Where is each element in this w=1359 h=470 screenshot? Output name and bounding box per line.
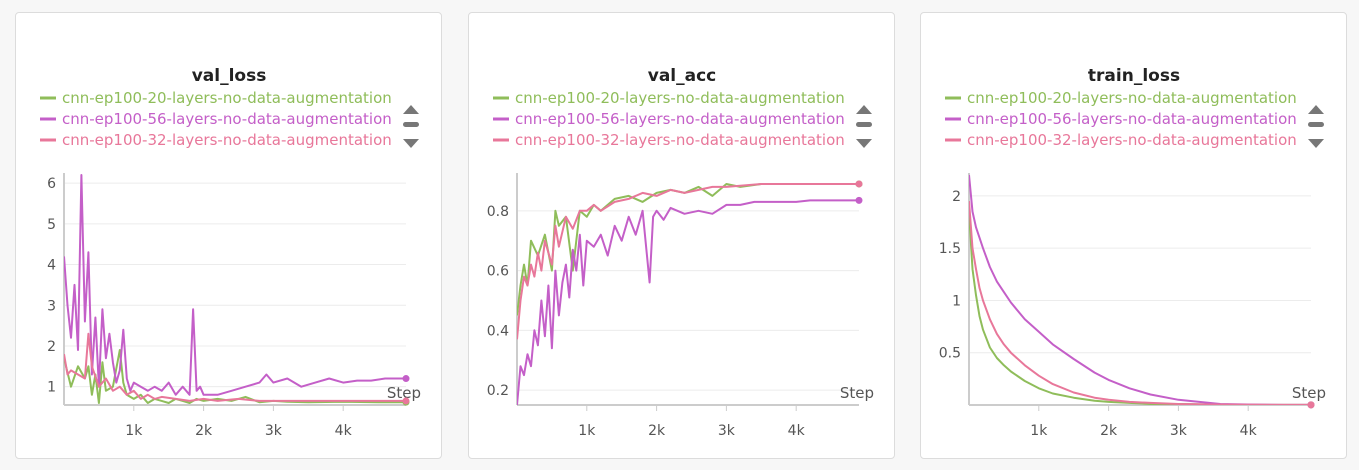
y-tick-label: 5 — [47, 217, 56, 233]
series-line[interactable] — [64, 174, 406, 396]
y-tick-label: 1.5 — [939, 241, 961, 257]
y-tick-label: 6 — [47, 176, 56, 192]
x-tick-label: 4k — [335, 423, 353, 439]
x-axis-label: Step — [1292, 384, 1326, 402]
y-tick-label: 0.4 — [487, 323, 509, 339]
y-tick-label: 2 — [952, 189, 961, 205]
legend-item-label: cnn-ep100-32-layers-no-data-augmentation — [515, 131, 845, 149]
x-tick-label: 1k — [125, 423, 143, 439]
legend-scroll-down-icon[interactable] — [856, 139, 872, 148]
series-line[interactable] — [969, 211, 1311, 405]
y-tick-label: 0.6 — [487, 264, 509, 280]
series-end-point — [402, 375, 410, 383]
series-end-point — [855, 180, 863, 188]
x-axis-label: Step — [840, 384, 874, 402]
legend-scroll-handle-icon[interactable] — [856, 122, 872, 127]
chart-svg: train_loss cnn-ep100-20-layers-no-data-au… — [939, 66, 1326, 439]
y-tick-label: 4 — [47, 258, 56, 274]
series-end-point — [402, 397, 410, 405]
x-tick-label: 4k — [788, 423, 806, 439]
legend-item-label: cnn-ep100-20-layers-no-data-augmentation — [62, 89, 392, 107]
series-end-point — [1307, 401, 1315, 409]
x-tick-label: 1k — [1030, 423, 1048, 439]
legend-item-label: cnn-ep100-32-layers-no-data-augmentation — [62, 131, 392, 149]
series-line[interactable] — [517, 199, 859, 405]
chart-title: val_loss — [192, 66, 267, 86]
legend-item-label: cnn-ep100-20-layers-no-data-augmentation — [967, 89, 1297, 107]
chart-panel-val-acc: val_acc cnn-ep100-20-layers-no-data-augme… — [468, 12, 895, 459]
chart-title: train_loss — [1088, 66, 1180, 86]
legend-scroll-handle-icon[interactable] — [1308, 122, 1324, 127]
chart-title: val_acc — [648, 66, 717, 86]
legend-scroll-down-icon[interactable] — [403, 139, 419, 148]
legend-item-label: cnn-ep100-20-layers-no-data-augmentation — [515, 89, 845, 107]
y-tick-label: 0.2 — [487, 383, 509, 399]
y-tick-label: 0.8 — [487, 204, 509, 220]
legend-item-label: cnn-ep100-56-layers-no-data-augmentation — [62, 110, 392, 128]
legend-item-label: cnn-ep100-56-layers-no-data-augmentation — [515, 110, 845, 128]
x-tick-label: 1k — [578, 423, 596, 439]
x-axis-label: Step — [387, 384, 421, 402]
legend-scroll-handle-icon[interactable] — [403, 122, 419, 127]
series-end-point — [855, 196, 863, 204]
legend-item-label: cnn-ep100-32-layers-no-data-augmentation — [967, 131, 1297, 149]
legend-scroll-up-icon[interactable] — [856, 105, 872, 114]
series-line[interactable] — [969, 201, 1311, 405]
chart-panel-val-loss: val_loss cnn-ep100-20-layers-no-data-augm… — [15, 12, 442, 459]
x-tick-label: 3k — [718, 423, 736, 439]
chart-panel-train-loss: train_loss cnn-ep100-20-layers-no-data-au… — [920, 12, 1347, 459]
legend-scroll-up-icon[interactable] — [1308, 105, 1324, 114]
series-line[interactable] — [517, 183, 859, 340]
series-line[interactable] — [969, 174, 1311, 405]
x-tick-label: 4k — [1240, 423, 1258, 439]
x-tick-label: 2k — [1100, 423, 1118, 439]
legend-scroll-up-icon[interactable] — [403, 105, 419, 114]
y-tick-label: 3 — [47, 298, 56, 314]
chart-svg: val_loss cnn-ep100-20-layers-no-data-augm… — [40, 66, 421, 439]
y-tick-label: 1 — [47, 380, 56, 396]
chart-svg: val_acc cnn-ep100-20-layers-no-data-augme… — [487, 66, 874, 439]
series-line[interactable] — [64, 332, 406, 402]
y-tick-label: 1 — [952, 293, 961, 309]
y-tick-label: 2 — [47, 339, 56, 355]
x-tick-label: 2k — [648, 423, 666, 439]
legend-scroll-down-icon[interactable] — [1308, 139, 1324, 148]
x-tick-label: 3k — [265, 423, 283, 439]
x-tick-label: 2k — [195, 423, 213, 439]
x-tick-label: 3k — [1170, 423, 1188, 439]
legend-item-label: cnn-ep100-56-layers-no-data-augmentation — [967, 110, 1297, 128]
y-tick-label: 0.5 — [939, 346, 961, 362]
